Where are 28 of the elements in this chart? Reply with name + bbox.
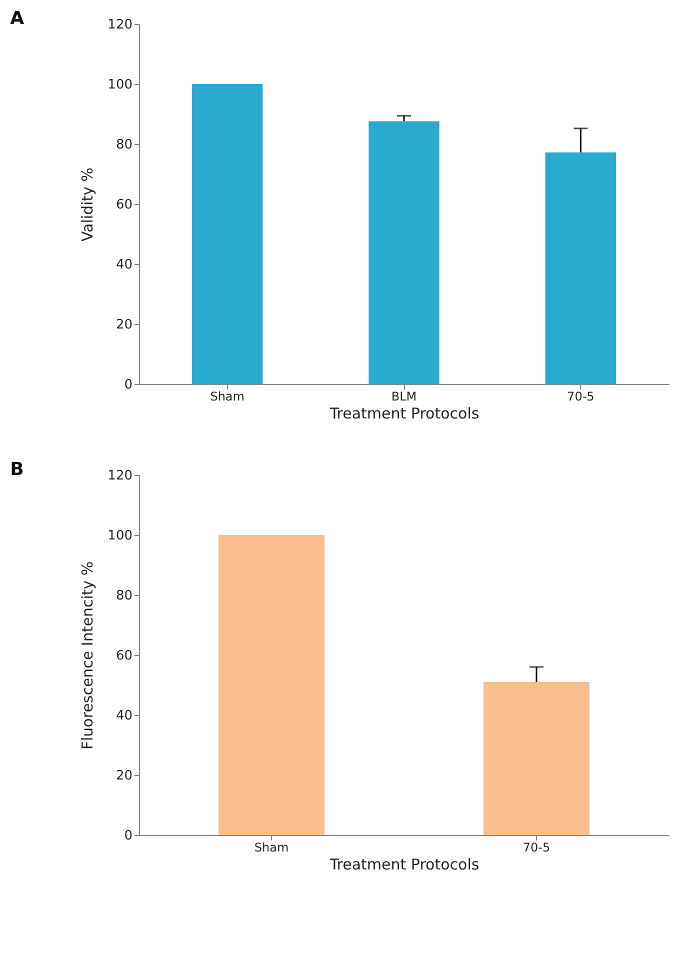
y-tick-label: 60	[116, 198, 132, 212]
x-tick-label: Sham	[254, 840, 289, 854]
y-tick-label: 100	[108, 528, 132, 544]
y-tick-label: 60	[116, 648, 132, 664]
y-tick-label: 40	[116, 708, 132, 724]
y-tick-label: 0	[124, 378, 132, 392]
x-tick-label: Sham	[210, 390, 244, 404]
y-tick-label: 40	[116, 258, 132, 272]
bar	[368, 121, 440, 384]
y-tick-label: 80	[116, 588, 132, 604]
y-tick-label: 0	[124, 828, 132, 844]
x-tick-label: 70-5	[522, 840, 550, 854]
chart-title: A	[10, 8, 24, 29]
chart-title: B	[10, 459, 24, 480]
x-axis-title: Treatment Protocols	[328, 404, 480, 422]
bar	[192, 84, 263, 384]
y-tick-label: 100	[108, 78, 132, 92]
y-tick-label: 20	[116, 318, 132, 332]
y-tick-label: 120	[108, 18, 132, 32]
y-axis-title: Validity %	[78, 167, 97, 242]
y-axis-title: Fluorescence Intencity %	[78, 561, 97, 750]
x-axis-title: Treatment Protocols	[328, 856, 480, 874]
y-tick-label: 80	[116, 138, 132, 152]
x-tick-label: BLM	[391, 390, 417, 404]
y-tick-label: 120	[108, 468, 132, 484]
bar	[545, 152, 616, 384]
y-tick-label: 20	[116, 768, 132, 784]
x-tick-label: 70-5	[567, 390, 594, 404]
